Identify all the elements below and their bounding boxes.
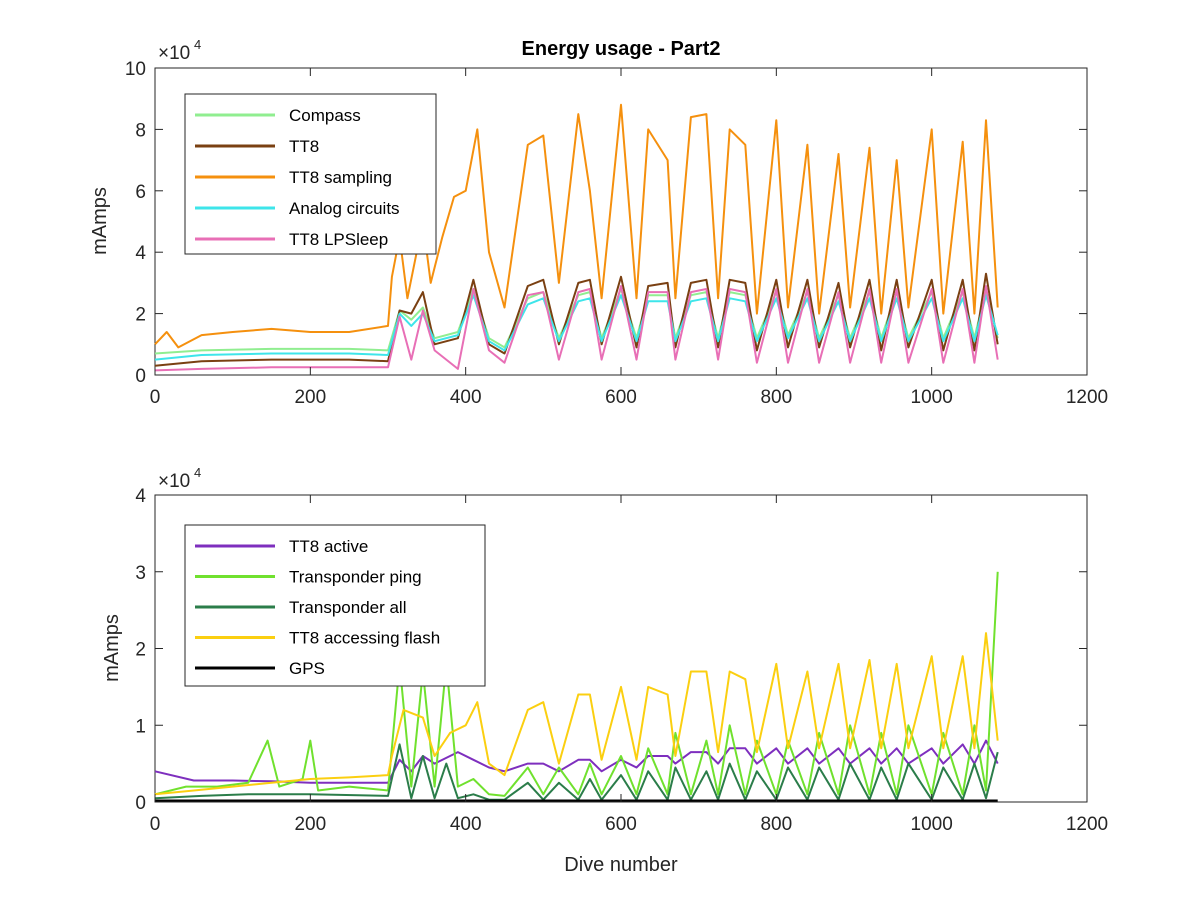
legend-label-top-1: TT8 <box>289 137 319 156</box>
x-tick-label-bottom: 0 <box>150 814 161 835</box>
legend-top: Compass TT8 TT8 sampling Analog circuits TT8… <box>184 93 437 255</box>
y-tick-label-top: 0 <box>135 366 146 387</box>
x-axis-label-bottom: Dive number <box>564 854 678 876</box>
x-tick-label-bottom: 200 <box>294 814 326 835</box>
legend-label-bottom-2: Transponder all <box>289 598 407 617</box>
legend-label-top-4: TT8 LPSleep <box>289 230 388 249</box>
x-tick-label-bottom: 1000 <box>911 814 953 835</box>
series-group-top <box>154 103 999 372</box>
exponent-power-bottom: 4 <box>194 465 201 480</box>
legend-bottom: TT8 active Transponder ping Transponder al… <box>184 524 486 687</box>
subplot-bottom: 0 200 400 600 800 1000 1200 0 1 2 3 4 mAmps Dive nu… <box>101 465 1108 876</box>
y-tick-label-bottom: 2 <box>135 640 146 661</box>
legend-label-top-2: TT8 sampling <box>289 168 392 187</box>
x-tick-label-top: 1200 <box>1066 387 1108 408</box>
ticks-top: 0 200 400 600 800 1000 1200 0 2 4 6 8 10 <box>125 59 1108 408</box>
exponent-base-bottom: ×10 <box>158 471 190 492</box>
ticks-bottom: 0 200 400 600 800 1000 1200 0 1 2 3 4 <box>135 486 1108 835</box>
y-axis-label-bottom: mAmps <box>101 614 123 682</box>
x-tick-label-bottom: 600 <box>605 814 637 835</box>
legend-box-top <box>184 93 437 255</box>
y-tick-label-top: 6 <box>135 182 146 203</box>
x-tick-label-top: 200 <box>294 387 326 408</box>
series-line-top-1 <box>154 272 999 367</box>
exponent-power-top: 4 <box>194 37 201 52</box>
legend-label-bottom-1: Transponder ping <box>289 568 422 587</box>
series-line-bottom-1 <box>154 571 999 797</box>
subplot-top: 0 200 400 600 800 1000 1200 0 2 4 6 8 10 Energy usag… <box>89 37 1108 408</box>
exponent-label-bottom: ×10 4 <box>158 465 201 492</box>
x-tick-label-top: 600 <box>605 387 637 408</box>
legend-label-top-0: Compass <box>289 106 361 125</box>
series-line-top-2 <box>154 103 999 349</box>
x-tick-label-bottom: 800 <box>760 814 792 835</box>
y-tick-label-top: 8 <box>135 120 146 141</box>
x-tick-label-bottom: 1200 <box>1066 814 1108 835</box>
series-line-bottom-3 <box>154 632 999 796</box>
series-line-top-4 <box>154 285 999 372</box>
y-tick-label-top: 2 <box>135 305 146 326</box>
x-tick-label-top: 800 <box>760 387 792 408</box>
x-tick-label-top: 1000 <box>911 387 953 408</box>
legend-label-bottom-4: GPS <box>289 659 325 678</box>
chart-title: Energy usage - Part2 <box>522 38 721 60</box>
x-tick-label-bottom: 400 <box>450 814 482 835</box>
y-tick-label-top: 10 <box>125 59 146 80</box>
x-tick-label-top: 0 <box>150 387 161 408</box>
exponent-base-top: ×10 <box>158 43 190 64</box>
y-axis-label-top: mAmps <box>89 187 111 255</box>
y-tick-label-bottom: 1 <box>135 716 146 737</box>
legend-label-bottom-0: TT8 active <box>289 537 368 556</box>
exponent-label-top: ×10 4 <box>158 37 201 64</box>
legend-label-bottom-3: TT8 accessing flash <box>289 629 440 648</box>
y-tick-label-bottom: 0 <box>135 793 146 814</box>
y-tick-label-top: 4 <box>135 243 146 264</box>
x-tick-label-top: 400 <box>450 387 482 408</box>
series-group-bottom <box>154 571 999 802</box>
y-tick-label-bottom: 3 <box>135 563 146 584</box>
legend-label-top-3: Analog circuits <box>289 199 400 218</box>
y-tick-label-bottom: 4 <box>135 486 146 507</box>
